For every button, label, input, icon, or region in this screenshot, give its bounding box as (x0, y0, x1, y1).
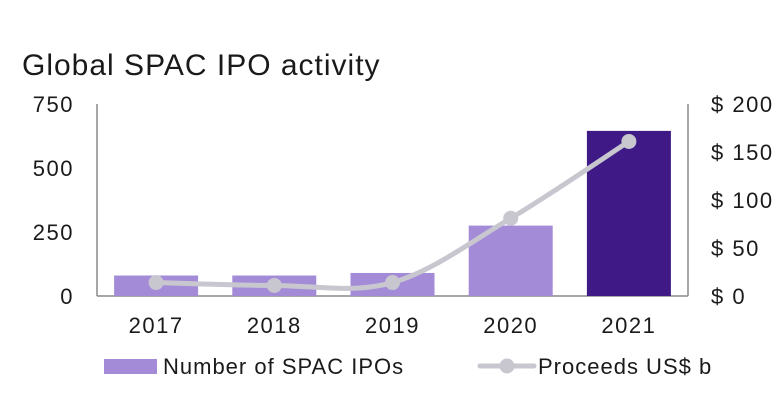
proceeds-point-2021 (621, 133, 637, 149)
x-axis-tick-label: 2019 (365, 313, 420, 338)
proceeds-point-2017 (148, 275, 164, 291)
bar-2021 (586, 130, 671, 296)
right-axis-tick-label: $ 50 (711, 236, 760, 261)
legend-line-label: Proceeds US$ b (538, 354, 712, 379)
legend-line-marker (499, 358, 515, 374)
x-axis-tick-label: 2017 (129, 313, 184, 338)
x-axis-tick-label: 2020 (483, 313, 538, 338)
legend-bar-swatch (104, 359, 157, 374)
proceeds-line (153, 138, 632, 291)
proceeds-point-2019 (385, 275, 400, 291)
right-axis-tick-label: $ 100 (711, 188, 774, 213)
left-axis-tick-label: 0 (60, 284, 74, 309)
proceeds-point-2020 (503, 210, 519, 226)
x-axis-tick-label: 2021 (601, 313, 656, 338)
right-axis-tick-label: $ 0 (711, 284, 746, 309)
proceeds-point-2018 (266, 277, 282, 293)
left-axis-tick-label: 750 (33, 92, 74, 117)
legend-bar-label: Number of SPAC IPOs (163, 354, 404, 379)
right-axis-tick-label: $ 200 (711, 92, 774, 117)
chart-title: Global SPAC IPO activity (22, 49, 381, 82)
left-axis-tick-label: 500 (33, 156, 74, 181)
x-axis-tick-label: 2018 (247, 313, 302, 338)
left-axis-tick-label: 250 (33, 220, 74, 245)
right-axis-tick-label: $ 150 (711, 140, 774, 165)
